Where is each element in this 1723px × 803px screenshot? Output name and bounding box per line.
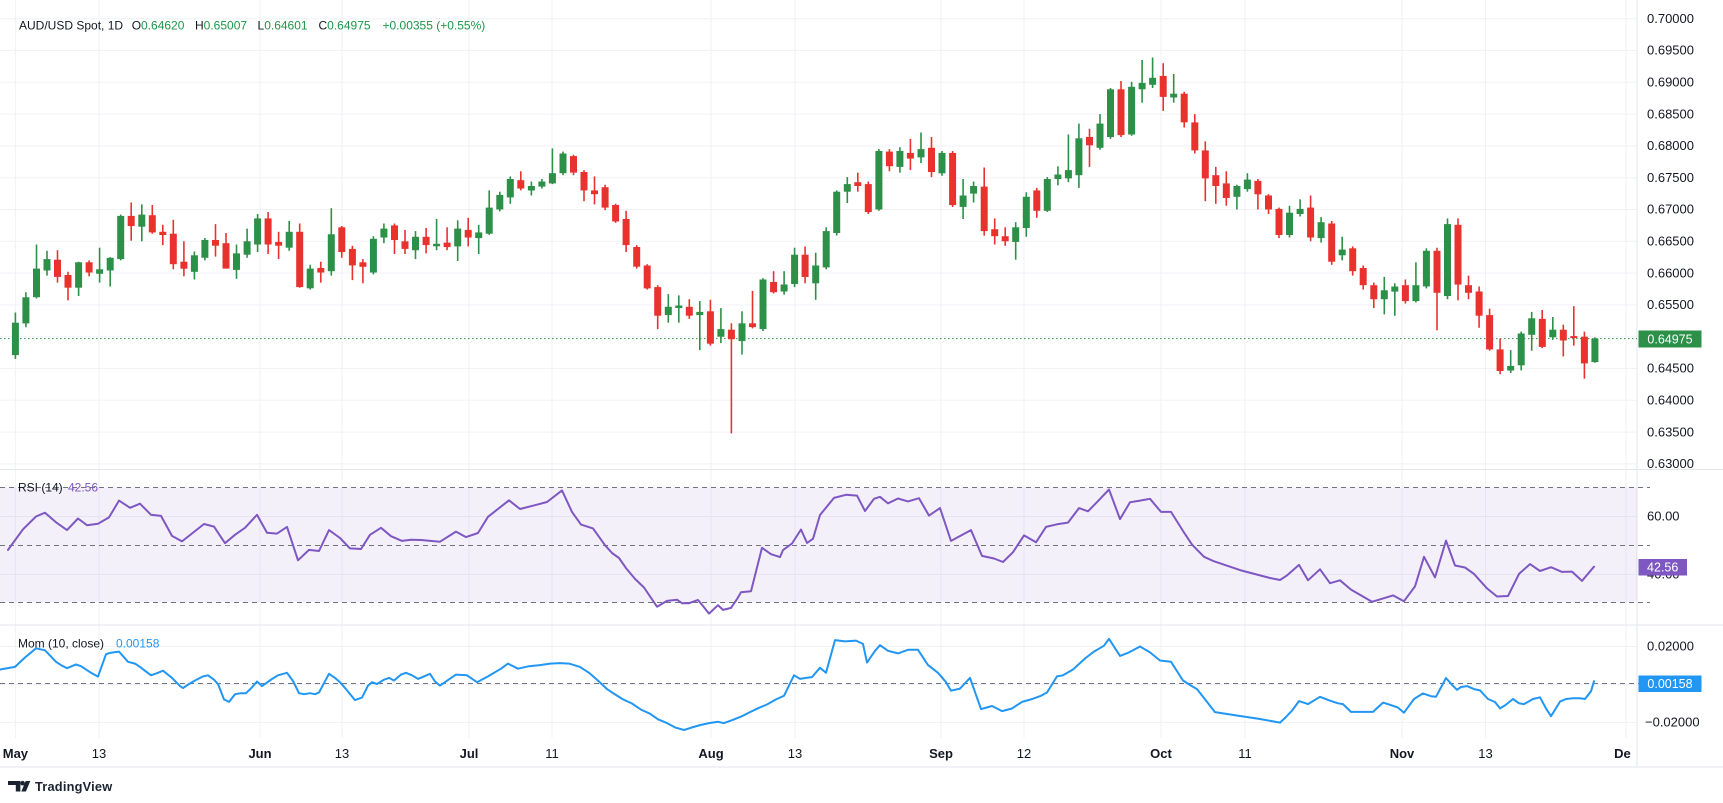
svg-text:0.68500: 0.68500 xyxy=(1647,106,1694,121)
svg-text:0.65500: 0.65500 xyxy=(1647,297,1694,312)
svg-text:0.68000: 0.68000 xyxy=(1647,138,1694,153)
svg-text:0.63500: 0.63500 xyxy=(1647,424,1694,439)
svg-text:0.66000: 0.66000 xyxy=(1647,265,1694,280)
svg-text:13: 13 xyxy=(92,746,106,761)
svg-text:RSI (14)42.56: RSI (14) 42.56 xyxy=(18,480,98,494)
svg-text:0.63000: 0.63000 xyxy=(1647,456,1694,471)
svg-text:0.67500: 0.67500 xyxy=(1647,170,1694,185)
svg-text:12: 12 xyxy=(1017,746,1031,761)
svg-text:Mom (10, close)0.00158: Mom (10, close) 0.00158 xyxy=(18,637,160,651)
svg-text:0.69500: 0.69500 xyxy=(1647,43,1694,58)
svg-text:42.56: 42.56 xyxy=(1647,561,1678,575)
svg-text:Oct: Oct xyxy=(1150,746,1172,761)
svg-text:11: 11 xyxy=(1238,746,1252,761)
svg-text:0.70000: 0.70000 xyxy=(1647,11,1694,26)
svg-text:Aug: Aug xyxy=(698,746,723,761)
svg-text:Sep: Sep xyxy=(929,746,953,761)
svg-text:0.64975: 0.64975 xyxy=(1647,332,1692,346)
svg-text:May: May xyxy=(3,746,29,761)
svg-text:−0.02000: −0.02000 xyxy=(1645,715,1700,730)
svg-text:0.69000: 0.69000 xyxy=(1647,75,1694,90)
svg-text:60.00: 60.00 xyxy=(1647,509,1680,524)
svg-text:13: 13 xyxy=(335,746,349,761)
svg-text:0.64500: 0.64500 xyxy=(1647,361,1694,376)
svg-text:Nov: Nov xyxy=(1390,746,1415,761)
svg-text:0.02000: 0.02000 xyxy=(1647,639,1694,654)
svg-text:TradingView: TradingView xyxy=(35,779,112,794)
svg-text:11: 11 xyxy=(545,746,559,761)
svg-text:0.67000: 0.67000 xyxy=(1647,202,1694,217)
svg-text:Dec: Dec xyxy=(1614,746,1638,761)
svg-text:0.64000: 0.64000 xyxy=(1647,393,1694,408)
svg-text:13: 13 xyxy=(1478,746,1492,761)
svg-text:0.00158: 0.00158 xyxy=(1647,677,1692,691)
svg-text:Jun: Jun xyxy=(248,746,271,761)
svg-text:13: 13 xyxy=(788,746,802,761)
svg-text:Jul: Jul xyxy=(460,746,479,761)
svg-text:0.66500: 0.66500 xyxy=(1647,234,1694,249)
